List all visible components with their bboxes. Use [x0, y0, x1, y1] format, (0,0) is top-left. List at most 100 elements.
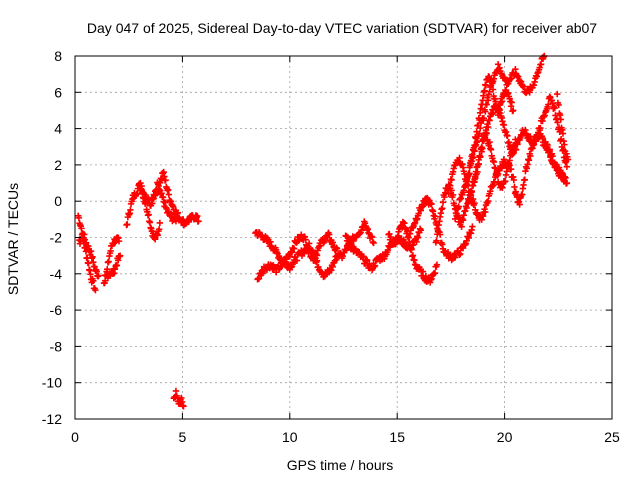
- data-point: [434, 228, 442, 235]
- series-arc-12: [385, 218, 441, 286]
- data-point: [165, 191, 173, 198]
- data-point: [153, 186, 160, 193]
- data-point: [484, 97, 492, 104]
- data-point: [546, 146, 553, 153]
- data-point: [482, 108, 489, 115]
- data-point: [527, 152, 534, 160]
- data-point: [483, 130, 490, 137]
- data-point: [474, 168, 481, 176]
- data-point: [525, 157, 533, 164]
- data-point: [433, 237, 440, 244]
- y-tick-label: 2: [54, 157, 62, 173]
- data-point: [370, 239, 377, 247]
- y-tick-label: 0: [54, 193, 62, 209]
- data-point: [511, 141, 518, 149]
- data-point: [549, 152, 556, 160]
- data-point: [476, 116, 483, 124]
- data-point: [557, 116, 565, 123]
- data-point: [445, 190, 452, 198]
- data-point: [113, 262, 121, 269]
- data-point: [487, 146, 495, 153]
- data-point: [494, 111, 502, 119]
- data-point: [451, 215, 459, 223]
- data-point: [549, 99, 556, 107]
- series-arc-20: [554, 90, 572, 163]
- data-point: [449, 191, 457, 199]
- data-point: [489, 80, 496, 87]
- data-point: [387, 233, 394, 241]
- series-arc-10: [254, 218, 377, 283]
- data-point: [490, 158, 498, 166]
- data-point: [78, 225, 85, 232]
- data-point: [475, 160, 483, 168]
- data-point: [472, 135, 480, 142]
- data-point: [90, 277, 97, 284]
- x-tick-label: 15: [389, 429, 405, 445]
- data-point: [428, 200, 435, 208]
- data-point: [92, 286, 99, 294]
- series-arc-15: [445, 93, 571, 198]
- y-tick-label: -4: [50, 266, 63, 282]
- data-point: [115, 237, 123, 245]
- data-point: [439, 199, 447, 206]
- data-point: [305, 240, 313, 247]
- data-point: [446, 182, 454, 189]
- data-point: [563, 179, 571, 187]
- data-point: [481, 87, 488, 94]
- data-point: [474, 122, 482, 129]
- data-point: [526, 89, 533, 96]
- data-point: [406, 238, 413, 246]
- data-point: [510, 176, 518, 184]
- data-point: [194, 212, 201, 220]
- data-point: [563, 163, 571, 170]
- data-point: [145, 211, 152, 218]
- x-tick-label: 5: [179, 429, 187, 445]
- data-point: [457, 250, 464, 258]
- data-point: [484, 123, 492, 131]
- y-tick-label: -10: [42, 375, 62, 391]
- y-tick-labels: -12 -10 -8 -6 -4 -2 0 2 4 6 8: [42, 48, 62, 427]
- data-point: [95, 272, 102, 279]
- data-point: [555, 101, 562, 109]
- data-point: [456, 154, 463, 162]
- data-point: [559, 130, 567, 137]
- data-point: [509, 107, 517, 114]
- data-point: [75, 214, 83, 222]
- data-point: [89, 253, 96, 261]
- data-point: [104, 266, 111, 273]
- series-arc-19: [540, 138, 571, 187]
- data-point: [512, 146, 520, 153]
- data-point: [414, 234, 422, 241]
- data-point: [180, 403, 187, 410]
- series-arc-18: [464, 129, 519, 207]
- data-point: [516, 201, 523, 208]
- data-point: [455, 203, 462, 210]
- data-point: [123, 221, 131, 228]
- series-arc-1: [75, 212, 99, 294]
- data-point: [521, 176, 528, 183]
- data-point: [116, 252, 124, 259]
- series-arc-13: [406, 194, 476, 264]
- data-point: [413, 238, 420, 246]
- series-arc-2: [76, 231, 102, 280]
- data-point: [149, 200, 156, 207]
- chart-title: Day 047 of 2025, Sidereal Day-to-day VTE…: [87, 20, 597, 36]
- x-tick-labels: 0 5 10 15 20 25: [71, 429, 620, 445]
- data-point: [465, 234, 472, 242]
- data-point: [562, 174, 569, 182]
- data-point: [174, 209, 182, 216]
- data-point: [431, 269, 439, 277]
- data-point: [492, 165, 499, 172]
- data-point: [494, 172, 501, 179]
- data-point: [537, 61, 545, 68]
- data-point: [512, 136, 519, 143]
- data-point: [479, 145, 486, 152]
- data-point: [551, 104, 558, 112]
- data-point: [137, 179, 144, 187]
- data-point: [537, 124, 544, 132]
- data-point: [469, 223, 476, 230]
- y-tick-label: -2: [50, 230, 63, 246]
- data-point: [105, 258, 112, 265]
- data-point: [162, 177, 169, 184]
- y-axis-label: SDTVAR / TECUs: [5, 183, 21, 295]
